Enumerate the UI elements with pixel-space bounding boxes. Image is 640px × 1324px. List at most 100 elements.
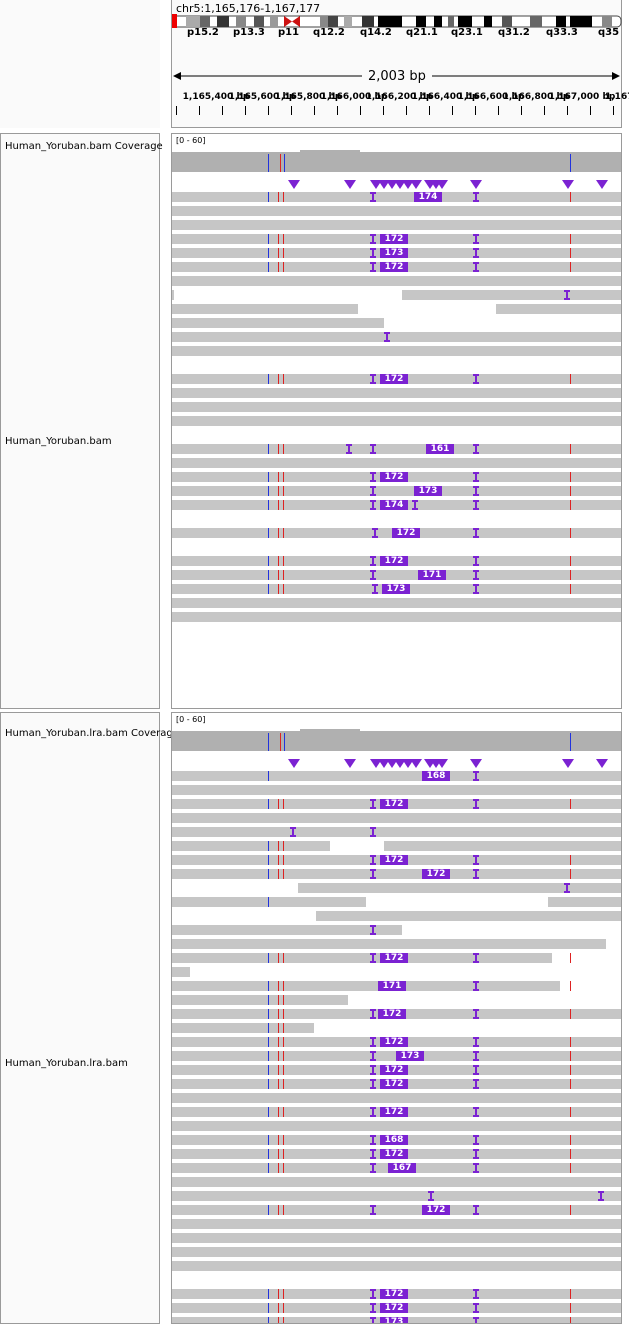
insertion-bar-icon — [473, 556, 479, 566]
read[interactable] — [172, 841, 330, 851]
read[interactable] — [172, 612, 621, 622]
read[interactable] — [172, 939, 606, 949]
ruler-tick-label: 1,166,000 bp — [320, 92, 388, 102]
read[interactable] — [172, 827, 621, 837]
ruler-tick — [314, 106, 315, 115]
mismatch-bar — [268, 1149, 269, 1159]
read[interactable] — [384, 841, 621, 851]
insertion-bar-icon — [473, 981, 479, 991]
read[interactable] — [172, 1177, 621, 1187]
read[interactable] — [172, 192, 621, 202]
read[interactable] — [172, 402, 621, 412]
alignment-track-name[interactable]: Human_Yoruban.lra.bam — [5, 1058, 128, 1069]
read[interactable] — [172, 304, 358, 314]
mismatch-bar — [278, 1079, 279, 1089]
mismatch-bar — [268, 570, 269, 580]
read[interactable] — [298, 883, 621, 893]
insertion-bar-icon — [370, 234, 376, 244]
insertion-bar-icon — [473, 570, 479, 580]
read[interactable] — [172, 290, 174, 300]
read[interactable] — [402, 290, 621, 300]
insertion-bar-icon — [370, 374, 376, 384]
mismatch-bar — [268, 1317, 269, 1323]
read[interactable] — [172, 1191, 621, 1201]
insertion-bar-icon — [370, 486, 376, 496]
read[interactable] — [172, 1219, 621, 1229]
insertion-bar-icon — [598, 1191, 604, 1201]
read[interactable] — [172, 967, 190, 977]
mismatch-bar — [278, 995, 279, 1005]
insertion-bar-icon — [370, 1051, 376, 1061]
read[interactable] — [316, 911, 621, 921]
coverage-track[interactable] — [172, 731, 621, 751]
read[interactable] — [172, 570, 621, 580]
coverage-variant-bar — [284, 154, 285, 172]
coverage-range-label: [0 - 60] — [176, 715, 206, 724]
insertion-label: 172 — [380, 472, 408, 482]
read[interactable] — [172, 332, 621, 342]
insertion-label: 172 — [380, 1037, 408, 1047]
insertion-marker-icon — [436, 759, 448, 768]
coverage-track-name[interactable]: Human_Yoruban.bam Coverage — [5, 141, 163, 152]
read[interactable] — [172, 458, 621, 468]
read[interactable] — [172, 1247, 621, 1257]
insertion-label: 172 — [380, 953, 408, 963]
read[interactable] — [172, 953, 552, 963]
mismatch-bar — [283, 374, 284, 384]
read[interactable] — [172, 1261, 621, 1271]
chromosome-ideogram[interactable] — [172, 14, 623, 28]
read[interactable] — [172, 416, 621, 426]
mismatch-bar — [268, 869, 269, 879]
read[interactable] — [172, 206, 621, 216]
track-panel-human-yoruban-lra[interactable]: [0 - 60] 168 172 172 172 172 171 172 172 173 172 1… — [171, 712, 622, 1324]
alignment-track-name[interactable]: Human_Yoruban.bam — [5, 436, 112, 447]
insertion-marker-icon — [378, 180, 390, 189]
mismatch-bar — [278, 248, 279, 258]
insertion-label: 172 — [378, 1009, 406, 1019]
read[interactable] — [172, 771, 621, 781]
read[interactable] — [172, 388, 621, 398]
insertion-marker-icon — [344, 180, 356, 189]
read[interactable] — [172, 995, 348, 1005]
cytoband-label: q33.3 — [546, 27, 578, 38]
ruler-tick — [222, 106, 223, 115]
coverage-track-name[interactable]: Human_Yoruban.lra.bam Coverage — [5, 728, 179, 739]
insertion-label: 172 — [380, 855, 408, 865]
read[interactable] — [172, 444, 621, 454]
read[interactable] — [172, 897, 366, 907]
mismatch-bar — [278, 1009, 279, 1019]
insertion-marker-icon — [562, 180, 574, 189]
read[interactable] — [172, 1233, 621, 1243]
read[interactable] — [172, 276, 621, 286]
read[interactable] — [172, 785, 621, 795]
read[interactable] — [172, 220, 621, 230]
read[interactable] — [172, 486, 621, 496]
read[interactable] — [172, 346, 621, 356]
read[interactable] — [172, 1121, 621, 1131]
read[interactable] — [496, 304, 621, 314]
read[interactable] — [172, 981, 560, 991]
ruler-tick — [337, 106, 338, 115]
insertion-label: 171 — [378, 981, 406, 991]
insertion-bar-icon — [473, 1303, 479, 1313]
track-panel-human-yoruban[interactable]: [0 - 60] 174 172 173 172 172 161 172 173 174 172 1… — [171, 133, 622, 709]
insertion-bar-icon — [370, 570, 376, 580]
read[interactable] — [548, 897, 621, 907]
coverage-track[interactable] — [172, 152, 621, 172]
cytoband-label: p15.2 — [187, 27, 219, 38]
insertion-bar-icon — [370, 556, 376, 566]
insertion-bar-icon — [370, 869, 376, 879]
read[interactable] — [172, 1205, 621, 1215]
read[interactable] — [172, 1023, 314, 1033]
read[interactable] — [172, 318, 384, 328]
read[interactable] — [172, 869, 621, 879]
read[interactable] — [172, 598, 621, 608]
mismatch-bar — [278, 981, 279, 991]
read[interactable] — [172, 925, 402, 935]
mismatch-bar — [278, 262, 279, 272]
read[interactable] — [172, 813, 621, 823]
insertion-bar-icon — [473, 528, 479, 538]
insertion-bar-icon — [372, 528, 378, 538]
mismatch-bar — [570, 444, 571, 454]
read[interactable] — [172, 1093, 621, 1103]
